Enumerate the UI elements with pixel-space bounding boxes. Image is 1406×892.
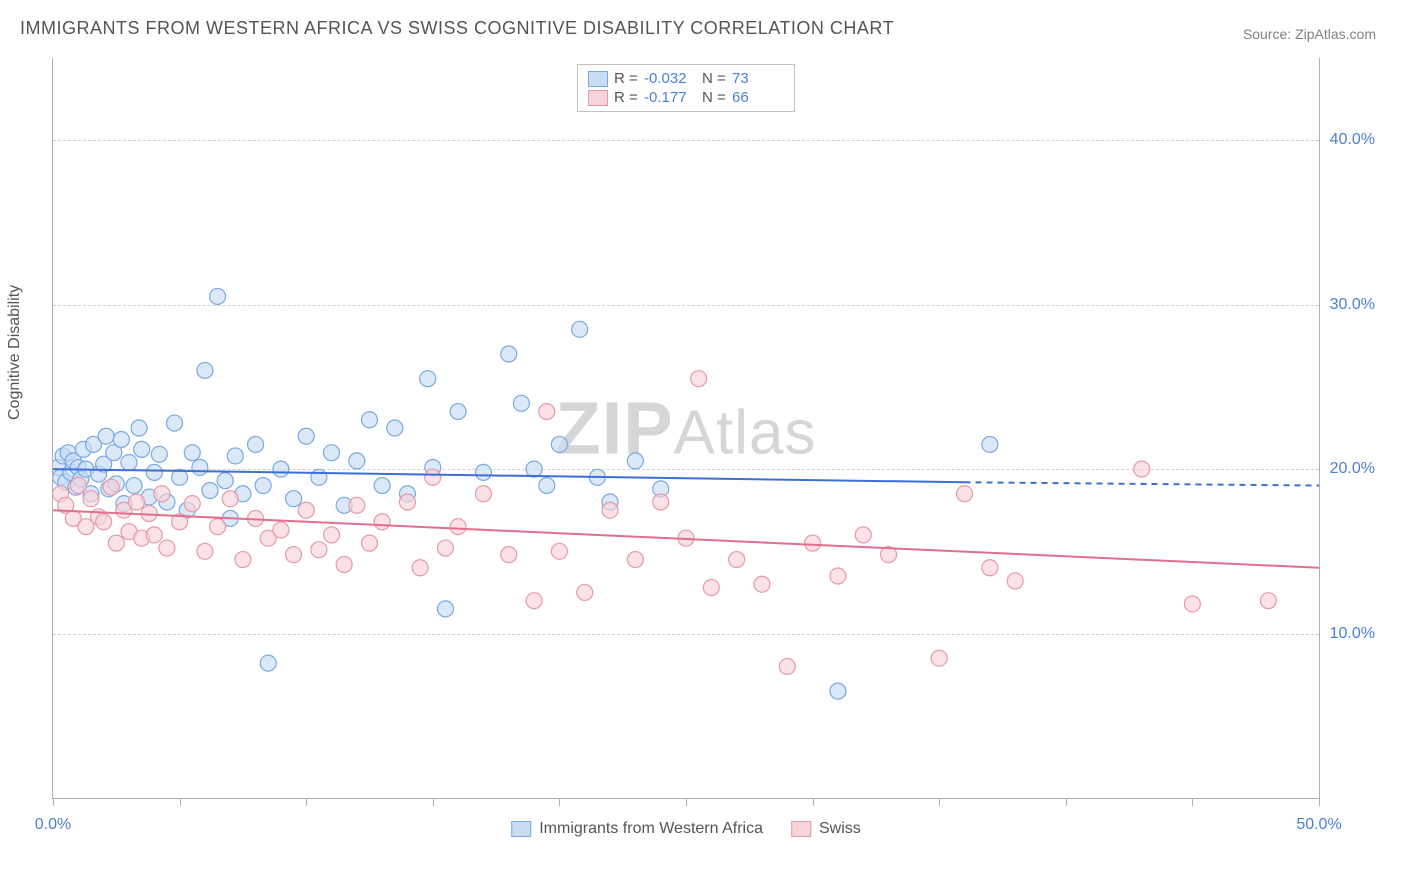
x-tick bbox=[306, 798, 307, 806]
legend-stats: R =-0.032N =73R =-0.177N =66 bbox=[577, 64, 795, 112]
legend-swatch-icon bbox=[791, 821, 811, 837]
plot-area: ZIPAtlas 10.0%20.0%30.0%40.0% R =-0.032N… bbox=[52, 58, 1320, 799]
legend-stat-row: R =-0.177N =66 bbox=[588, 88, 784, 107]
legend-swatch-icon bbox=[511, 821, 531, 837]
y-tick-label: 20.0% bbox=[1330, 460, 1375, 478]
x-tick bbox=[559, 798, 560, 806]
legend-series-item: Immigrants from Western Africa bbox=[511, 820, 763, 838]
legend-swatch-icon bbox=[588, 90, 608, 106]
y-tick-label: 10.0% bbox=[1330, 625, 1375, 643]
x-tick bbox=[939, 798, 940, 806]
x-tick-label: 0.0% bbox=[35, 816, 71, 834]
x-tick bbox=[813, 798, 814, 806]
legend-series-label: Immigrants from Western Africa bbox=[539, 820, 763, 838]
legend-series-item: Swiss bbox=[791, 820, 861, 838]
x-tick bbox=[433, 798, 434, 806]
x-tick bbox=[1192, 798, 1193, 806]
x-tick bbox=[1319, 798, 1320, 806]
legend-series: Immigrants from Western Africa Swiss bbox=[511, 820, 861, 838]
trend-lines bbox=[53, 58, 1319, 798]
legend-swatch-icon bbox=[588, 71, 608, 87]
y-tick-label: 30.0% bbox=[1330, 296, 1375, 314]
x-tick-label: 50.0% bbox=[1296, 816, 1341, 834]
chart-title: IMMIGRANTS FROM WESTERN AFRICA VS SWISS … bbox=[20, 18, 894, 39]
x-tick bbox=[180, 798, 181, 806]
x-tick bbox=[686, 798, 687, 806]
legend-stat-row: R =-0.032N =73 bbox=[588, 69, 784, 88]
x-tick bbox=[53, 798, 54, 806]
source-label: Source: ZipAtlas.com bbox=[1243, 26, 1376, 42]
y-tick-label: 40.0% bbox=[1330, 131, 1375, 149]
y-axis-label: Cognitive Disability bbox=[6, 285, 24, 420]
x-tick bbox=[1066, 798, 1067, 806]
legend-series-label: Swiss bbox=[819, 820, 861, 838]
